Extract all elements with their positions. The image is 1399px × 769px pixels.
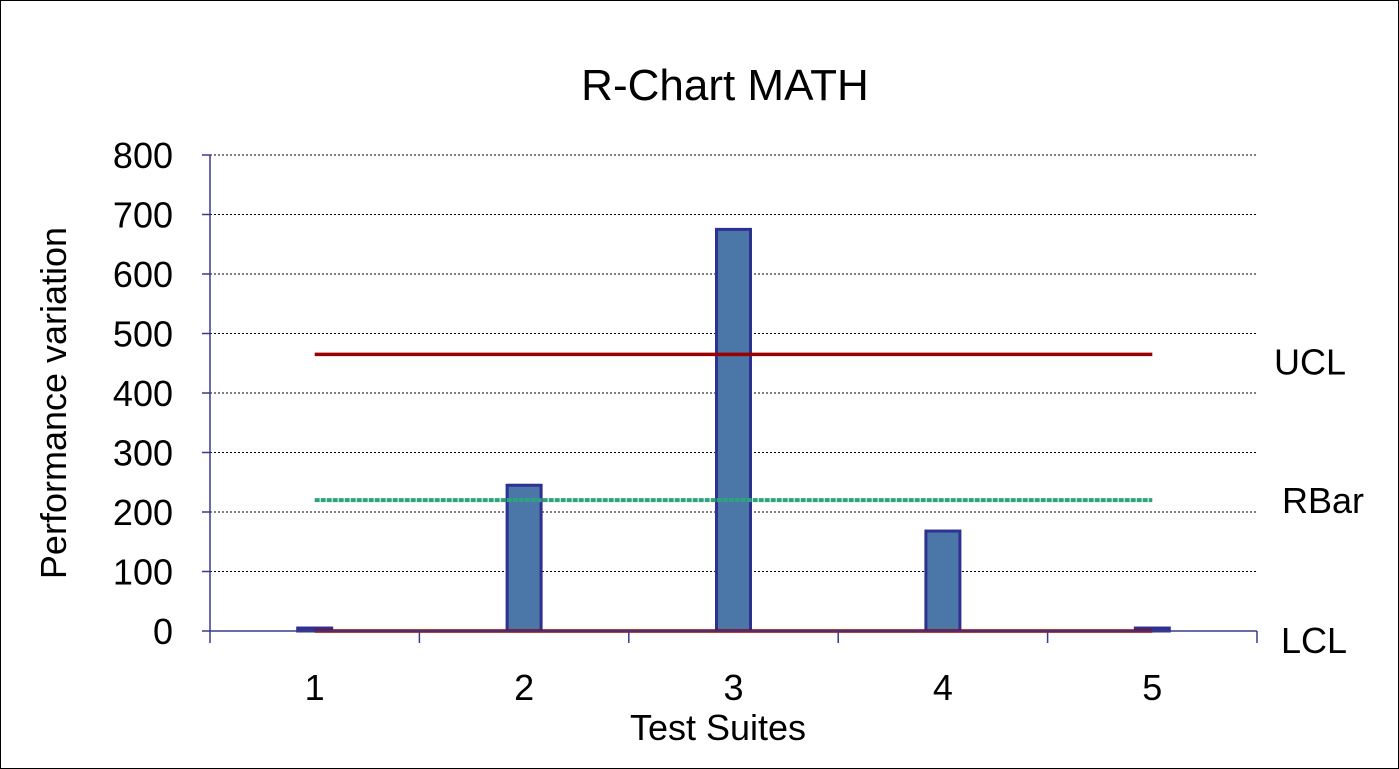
x-axis-label: Test Suites (630, 707, 806, 748)
axes (202, 154, 1258, 643)
control-line-label: UCL (1274, 341, 1346, 382)
y-tick-label: 400 (113, 373, 173, 414)
y-tick-label: 600 (113, 254, 173, 295)
y-tick-label: 0 (153, 611, 173, 652)
y-axis-label: Performance variation (33, 227, 74, 579)
bars (296, 227, 1171, 633)
x-tick-label: 2 (514, 667, 534, 708)
y-tick-label: 100 (113, 552, 173, 593)
y-tick-label: 700 (113, 195, 173, 236)
y-tick-label: 800 (113, 135, 173, 176)
y-tick-label: 300 (113, 433, 173, 474)
x-tick-label: 5 (1142, 667, 1162, 708)
bar (505, 483, 543, 633)
y-tick-label: 200 (113, 492, 173, 533)
control-line-label: RBar (1282, 480, 1364, 521)
bar (924, 529, 962, 633)
x-tick-label: 1 (305, 667, 325, 708)
chart-title: R-Chart MATH (581, 61, 869, 110)
tick-labels: 0 100 200 300 400 500 600 700 800 UCL RBar LCL 1 2 3 4 5 (113, 135, 1364, 708)
x-tick-label: 3 (723, 667, 743, 708)
x-tick-label: 4 (933, 667, 953, 708)
gridlines (210, 154, 1257, 572)
bar (715, 227, 752, 633)
control-line-label: LCL (1281, 620, 1347, 661)
y-tick-label: 500 (113, 314, 173, 355)
